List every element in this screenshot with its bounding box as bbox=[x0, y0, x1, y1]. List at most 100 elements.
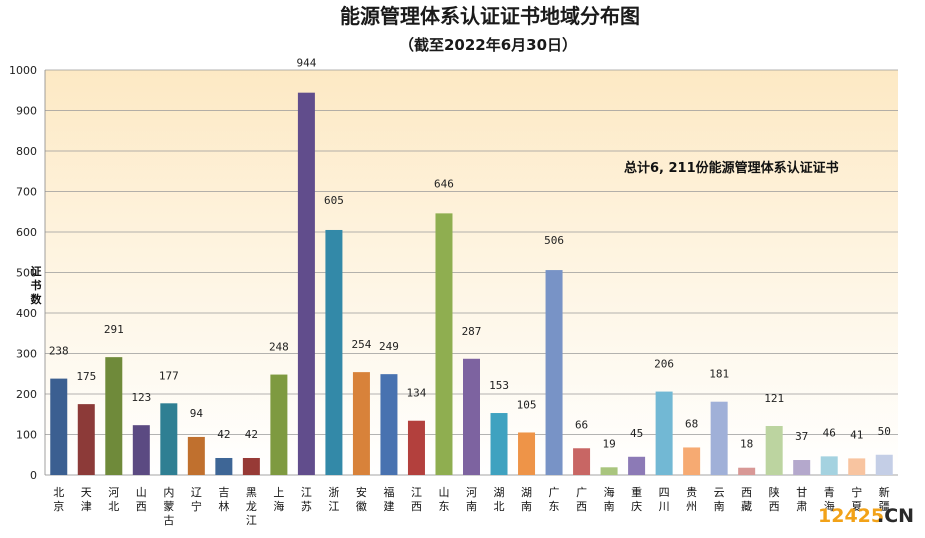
bar bbox=[848, 458, 866, 475]
y-tick-label: 300 bbox=[16, 348, 37, 361]
bar bbox=[628, 456, 646, 475]
bar bbox=[820, 456, 838, 475]
bar bbox=[573, 448, 591, 475]
data-label: 181 bbox=[709, 368, 729, 381]
bar bbox=[490, 413, 508, 475]
x-tick-label: 江苏 bbox=[301, 486, 312, 513]
y-tick-label: 100 bbox=[16, 429, 37, 442]
bar bbox=[352, 372, 370, 475]
x-tick-label: 四川 bbox=[659, 486, 670, 513]
bar bbox=[765, 425, 783, 475]
bar bbox=[242, 457, 260, 475]
y-tick-label: 200 bbox=[16, 388, 37, 401]
y-axis-label: 证书数 bbox=[31, 265, 43, 306]
x-tick-label: 内蒙古 bbox=[163, 485, 174, 527]
data-label: 94 bbox=[190, 407, 204, 420]
x-tick-label: 湖北 bbox=[494, 486, 505, 513]
y-tick-label: 700 bbox=[16, 186, 37, 199]
bar bbox=[655, 391, 673, 475]
data-label: 45 bbox=[630, 427, 643, 440]
value-labels: 238 175 291 123 177 94 42 42 248 944 605 254 249 134 6… bbox=[49, 57, 891, 451]
data-label: 254 bbox=[351, 338, 371, 351]
data-label: 121 bbox=[764, 392, 784, 405]
x-tick-label: 浙江 bbox=[328, 486, 339, 513]
y-tick-label: 800 bbox=[16, 145, 37, 158]
y-tick-label: 1000 bbox=[9, 64, 37, 77]
bar bbox=[215, 457, 233, 475]
bar bbox=[105, 357, 123, 475]
y-axis-title: 证书数 bbox=[31, 265, 43, 306]
data-label: 175 bbox=[76, 370, 96, 383]
data-label: 19 bbox=[602, 437, 615, 450]
data-label: 248 bbox=[269, 341, 289, 354]
total-annotation: 总计6, 211份能源管理体系认证证书 bbox=[624, 160, 839, 176]
x-tick-label: 新疆 bbox=[879, 485, 890, 513]
watermark: 12425 .CN bbox=[818, 505, 914, 527]
x-tick-label: 陕西 bbox=[769, 485, 780, 513]
data-label: 123 bbox=[131, 391, 151, 404]
y-tick-label: 400 bbox=[16, 307, 37, 320]
data-label: 177 bbox=[159, 369, 179, 382]
bar bbox=[297, 92, 315, 476]
y-tick-label: 500 bbox=[16, 267, 37, 280]
data-label: 42 bbox=[217, 428, 230, 441]
x-tick-label: 河南 bbox=[466, 486, 477, 513]
chart-subtitle: （截至2022年6月30日） bbox=[399, 36, 577, 54]
data-label: 42 bbox=[245, 428, 258, 441]
x-tick-label: 福建 bbox=[383, 485, 394, 513]
data-label: 18 bbox=[740, 438, 753, 451]
x-tick-label: 山东 bbox=[438, 486, 449, 513]
x-tick-label: 河北 bbox=[108, 486, 119, 513]
x-tick-label: 甘肃 bbox=[796, 486, 807, 513]
bar bbox=[710, 401, 728, 475]
bar bbox=[187, 436, 205, 475]
data-label: 238 bbox=[49, 345, 69, 358]
data-label: 287 bbox=[462, 325, 482, 338]
x-tick-label: 宁夏 bbox=[851, 485, 862, 513]
data-label: 944 bbox=[296, 57, 316, 70]
x-tick-label: 西藏 bbox=[741, 486, 752, 513]
data-label: 605 bbox=[324, 194, 344, 207]
x-tick-label: 云南 bbox=[714, 486, 725, 513]
bar bbox=[545, 270, 563, 475]
data-label: 153 bbox=[489, 379, 509, 392]
data-label: 41 bbox=[850, 428, 863, 441]
x-tick-label: 江西 bbox=[411, 486, 422, 513]
bar bbox=[738, 467, 756, 475]
bar bbox=[325, 229, 343, 475]
x-tick-label: 黑龙江 bbox=[246, 486, 257, 527]
chart-title: 能源管理体系认证证书地域分布图 bbox=[340, 4, 640, 28]
bars bbox=[50, 92, 893, 476]
data-label: 46 bbox=[823, 426, 836, 439]
x-tick-label: 上海 bbox=[273, 486, 284, 513]
x-tick-label: 青海 bbox=[824, 486, 835, 513]
x-tick-label: 天津 bbox=[81, 486, 92, 513]
x-tick-label: 辽宁 bbox=[191, 486, 202, 513]
x-tick-label: 重庆 bbox=[631, 485, 642, 513]
data-label: 506 bbox=[544, 234, 564, 247]
watermark-number: 12425 bbox=[818, 505, 884, 527]
bar bbox=[270, 374, 288, 475]
data-label: 291 bbox=[104, 323, 124, 336]
x-tick-label: 广东 bbox=[549, 486, 560, 513]
x-tick-label: 北京 bbox=[53, 486, 64, 513]
x-tick-label: 吉林 bbox=[218, 486, 229, 513]
data-label: 105 bbox=[517, 398, 537, 411]
data-label: 37 bbox=[795, 430, 808, 443]
bar bbox=[683, 447, 701, 475]
x-tick-label: 山西 bbox=[136, 486, 147, 513]
x-tick-label: 海南 bbox=[604, 485, 615, 513]
x-tick-label: 广西 bbox=[576, 486, 587, 513]
bar bbox=[435, 213, 453, 475]
bar bbox=[600, 467, 618, 475]
bar bbox=[380, 374, 398, 475]
data-label: 68 bbox=[685, 417, 698, 430]
bar bbox=[407, 420, 425, 475]
bar bbox=[132, 425, 150, 475]
data-label: 206 bbox=[654, 358, 674, 371]
data-label: 646 bbox=[434, 177, 454, 190]
y-tick-label: 0 bbox=[30, 469, 37, 482]
data-label: 66 bbox=[575, 418, 588, 431]
